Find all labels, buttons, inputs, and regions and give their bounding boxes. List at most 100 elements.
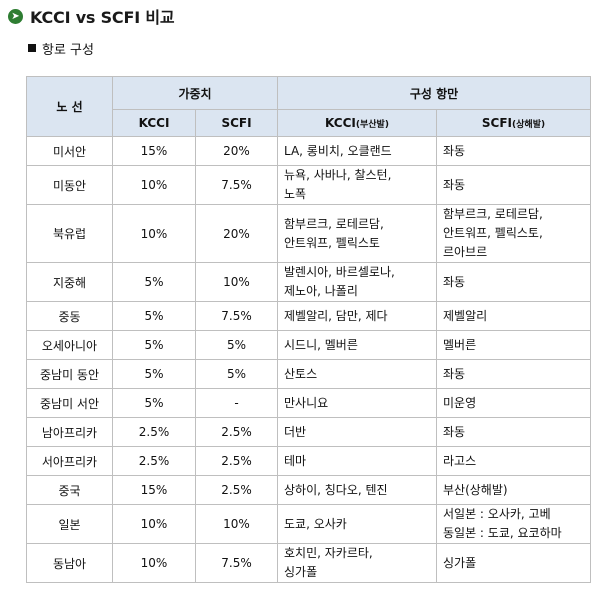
header-route: 노 선 (26, 76, 113, 137)
scfi-weight-cell: 5% (195, 359, 278, 389)
kcci-port-line: 시드니, 멜버른 (284, 337, 358, 352)
kcci-port-line: 제노아, 나폴리 (284, 284, 358, 298)
table-row: 미서안 15% 20% LA, 롱비치, 오클랜드 좌동 (26, 136, 591, 166)
table-subheader-row: KCCI SCFI KCCI(부산발) SCFI(상해발) (27, 109, 591, 137)
scfi-port-line: 좌동 (443, 177, 466, 192)
table-row: 지중해 5% 10% 발렌시아, 바르셀로나, 제노아, 나폴리 좌동 (26, 262, 591, 302)
kcci-port-line: 싱가폴 (284, 565, 318, 579)
scfi-weight-cell: 7.5% (195, 165, 278, 205)
scfi-weight-cell: 20% (195, 204, 278, 263)
scfi-port-line: 좌동 (443, 366, 466, 381)
square-bullet-icon (28, 44, 36, 52)
kcci-weight-cell: 5% (112, 359, 196, 389)
route-composition-table: 노 선 가중치 구성 항만 KCCI SCFI KCCI(부산발) SCFI(상… (26, 76, 591, 583)
table-row: 남아프리카 2.5% 2.5% 더반 좌동 (26, 417, 591, 447)
table-row: 동남아 10% 7.5% 호치민, 자카르타, 싱가폴 싱가폴 (26, 543, 591, 583)
table-row: 중동 5% 7.5% 제벨알리, 담만, 제다 제벨알리 (26, 301, 591, 331)
kcci-port-line: 함부르크, 로테르담, (284, 216, 384, 231)
scfi-weight-cell: 2.5% (195, 475, 278, 505)
kcci-port-line: 노폭 (284, 187, 307, 201)
table-row: 일본 10% 10% 도쿄, 오사카 서일본 : 오사카, 고베 동일본 : 도쿄, 요코… (26, 504, 591, 544)
scfi-ports-cell: 미운영 (436, 388, 591, 418)
subheader-kcci-ports-main: KCCI (325, 116, 356, 130)
kcci-port-line: 제벨알리, 담만, 제다 (284, 308, 388, 323)
section-subtitle: 항로 구성 (42, 42, 94, 58)
header-weight: 가중치 (112, 76, 278, 110)
table-row: 서아프리카 2.5% 2.5% 테마 라고스 (26, 446, 591, 476)
scfi-port-line: 함부르크, 로테르담, (443, 207, 543, 221)
scfi-weight-cell: 5% (195, 330, 278, 360)
scfi-weight-cell: 7.5% (195, 543, 278, 583)
scfi-port-line: 좌동 (443, 274, 466, 289)
table-row: 북유럽 10% 20% 함부르크, 로테르담, 안트워프, 펠릭스토 함부르크, 로테르담… (26, 204, 591, 263)
scfi-weight-cell: 2.5% (195, 417, 278, 447)
kcci-port-line: 안트워프, 펠릭스토 (284, 235, 380, 250)
route-name-cell: 오세아니아 (26, 330, 113, 360)
kcci-port-line: 더반 (284, 424, 307, 439)
scfi-port-line: 르아브르 (443, 245, 488, 259)
scfi-port-line: 좌동 (443, 143, 466, 158)
kcci-weight-cell: 5% (112, 330, 196, 360)
table-row: 중국 15% 2.5% 상하이, 칭다오, 텐진 부산(상해발) (26, 475, 591, 505)
route-name-cell: 미동안 (26, 165, 113, 205)
subheader-kcci-ports-note: (부산발) (355, 120, 389, 130)
page-title: KCCI vs SCFI 비교 (30, 8, 175, 27)
page-title-row: ➤ KCCI vs SCFI 비교 (8, 4, 175, 28)
route-name-cell: 동남아 (26, 543, 113, 583)
scfi-weight-cell: 2.5% (195, 446, 278, 476)
subheader-scfi-ports-main: SCFI (481, 116, 513, 130)
table-header-row: 노 선 가중치 구성 항만 (26, 76, 591, 137)
kcci-ports-cell: 뉴욕, 사바나, 찰스턴, 노폭 (277, 165, 437, 205)
scfi-ports-cell: 제벨알리 (436, 301, 591, 331)
kcci-port-line: LA, 롱비치, 오클랜드 (284, 143, 392, 158)
route-name-cell: 남아프리카 (26, 417, 113, 447)
kcci-weight-cell: 5% (112, 262, 196, 302)
scfi-port-line: 멜버른 (443, 337, 477, 352)
scfi-ports-cell: 좌동 (436, 417, 591, 447)
kcci-port-line: 발렌시아, 바르셀로나, (284, 265, 395, 279)
table-body: 미서안 15% 20% LA, 롱비치, 오클랜드 좌동 미동안 10% 7.5% 뉴욕, 사바… (26, 136, 591, 583)
scfi-weight-cell: 7.5% (195, 301, 278, 331)
kcci-ports-cell: 함부르크, 로테르담, 안트워프, 펠릭스토 (277, 204, 437, 263)
kcci-port-line: 만사니요 (284, 395, 329, 410)
kcci-ports-cell: 호치민, 자카르타, 싱가폴 (277, 543, 437, 583)
kcci-ports-cell: LA, 롱비치, 오클랜드 (277, 136, 437, 166)
scfi-weight-cell: 20% (195, 136, 278, 166)
route-name-cell: 미서안 (26, 136, 113, 166)
scfi-ports-cell: 좌동 (436, 359, 591, 389)
route-name-cell: 중남미 서안 (26, 388, 113, 418)
table-row: 중남미 서안 5% - 만사니요 미운영 (26, 388, 591, 418)
scfi-port-line: 서일본 : 오사카, 고베 (443, 507, 551, 521)
table-row: 중남미 동안 5% 5% 산토스 좌동 (26, 359, 591, 389)
kcci-weight-cell: 2.5% (112, 417, 196, 447)
kcci-port-line: 산토스 (284, 366, 318, 381)
kcci-port-line: 상하이, 칭다오, 텐진 (284, 482, 388, 497)
kcci-ports-cell: 발렌시아, 바르셀로나, 제노아, 나폴리 (277, 262, 437, 302)
kcci-weight-cell: 15% (112, 136, 196, 166)
scfi-port-line: 라고스 (443, 453, 477, 468)
kcci-ports-cell: 상하이, 칭다오, 텐진 (277, 475, 437, 505)
scfi-ports-cell: 부산(상해발) (436, 475, 591, 505)
header-ports: 구성 항만 (277, 76, 591, 110)
kcci-port-line: 테마 (284, 453, 307, 468)
kcci-ports-cell: 산토스 (277, 359, 437, 389)
scfi-weight-cell: 10% (195, 262, 278, 302)
kcci-weight-cell: 10% (112, 204, 196, 263)
scfi-port-line: 안트워프, 펠릭스토, (443, 226, 543, 240)
scfi-ports-cell: 함부르크, 로테르담, 안트워프, 펠릭스토, 르아브르 (436, 204, 591, 263)
kcci-port-line: 호치민, 자카르타, (284, 546, 373, 560)
route-name-cell: 서아프리카 (26, 446, 113, 476)
scfi-ports-cell: 좌동 (436, 262, 591, 302)
scfi-ports-cell: 라고스 (436, 446, 591, 476)
route-name-cell: 중남미 동안 (26, 359, 113, 389)
route-name-cell: 지중해 (26, 262, 113, 302)
route-name-cell: 일본 (26, 504, 113, 544)
subheader-scfi-ports: SCFI(상해발) (436, 109, 591, 137)
scfi-ports-cell: 싱가폴 (436, 543, 591, 583)
kcci-ports-cell: 제벨알리, 담만, 제다 (277, 301, 437, 331)
subheader-scfi-weight: SCFI (195, 109, 278, 137)
route-name-cell: 북유럽 (26, 204, 113, 263)
scfi-port-line: 싱가폴 (443, 555, 477, 570)
scfi-port-line: 부산(상해발) (443, 482, 508, 497)
table-row: 오세아니아 5% 5% 시드니, 멜버른 멜버른 (26, 330, 591, 360)
